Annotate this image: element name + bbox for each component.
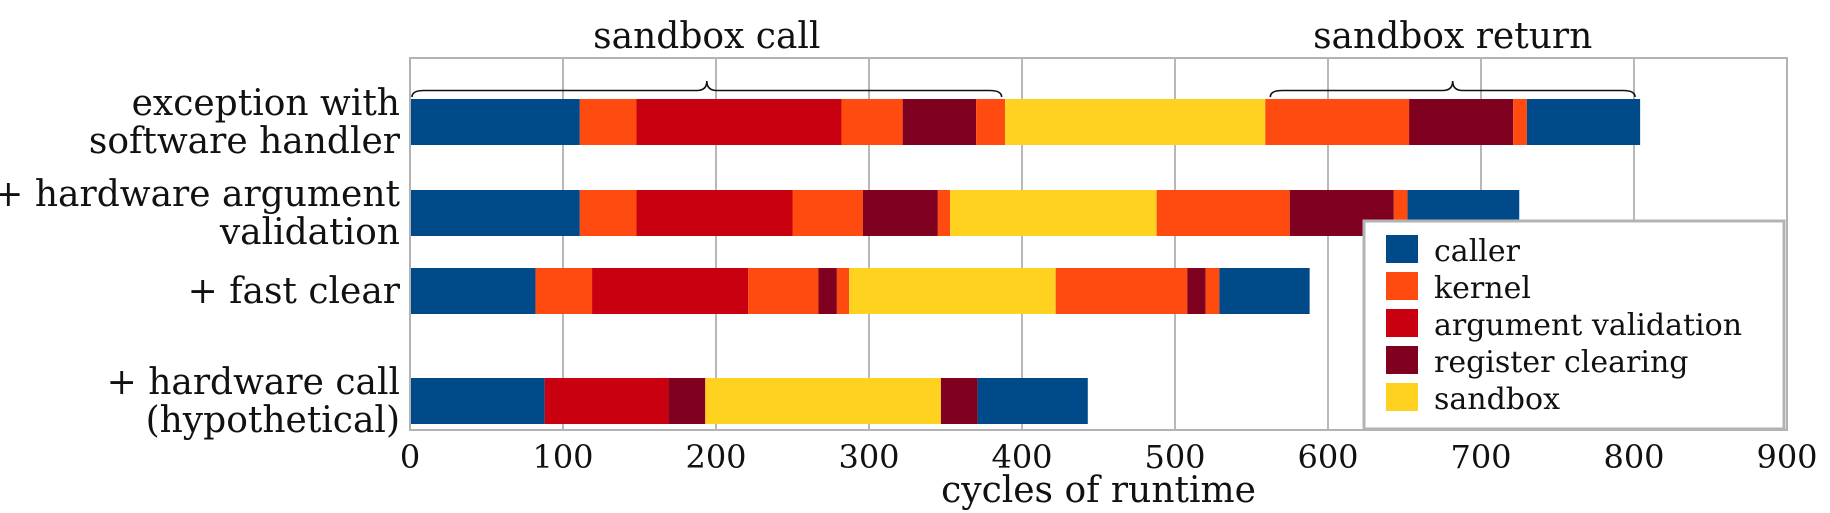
bar-4-segment-2-argument-validation [544, 378, 669, 424]
x-tick-label-300: 300 [838, 438, 899, 476]
bar-1-segment-10-kernel [1513, 99, 1527, 145]
x-tick-label-900: 900 [1756, 438, 1817, 476]
row-label-4-line-2: (hypothetical) [146, 400, 400, 441]
x-tick-label-500: 500 [1144, 438, 1205, 476]
x-tick-label-600: 600 [1297, 438, 1358, 476]
x-tick-label-0: 0 [400, 438, 420, 476]
bar-1-segment-1-caller [410, 99, 580, 145]
legend-box [1362, 219, 1786, 431]
legend-label-argument-validation: argument validation [1434, 308, 1742, 343]
bar-4-segment-1-caller [410, 378, 545, 424]
brace-annotations: sandbox call sandbox return [411, 16, 1636, 98]
bar-layer [410, 99, 1641, 424]
row-label-1-line-1: exception with [132, 83, 400, 124]
x-axis-label: cycles of runtime [941, 470, 1256, 511]
bar-1-segment-7-sandbox [1005, 99, 1266, 145]
row-label-2-line-2: validation [219, 212, 400, 253]
brace-label-sandbox-return: sandbox return [1313, 16, 1592, 57]
bar-3-segment-7-sandbox [849, 268, 1056, 314]
brace-sandbox-return [1269, 80, 1636, 98]
bar-1-segment-6-kernel [976, 99, 1006, 145]
bar-1-segment-8-kernel [1265, 99, 1410, 145]
bar-3-segment-6-kernel [836, 268, 850, 314]
row-label-4-line-1: + hardware call [107, 362, 400, 403]
bar-3-segment-9-register-clearing [1187, 268, 1206, 314]
bar-1-segment-2-kernel [579, 99, 637, 145]
bar-2-segment-4-kernel [792, 190, 863, 236]
x-tick-label-800: 800 [1603, 438, 1664, 476]
legend-label-register-clearing: register clearing [1434, 345, 1688, 380]
bar-1-segment-4-kernel [841, 99, 903, 145]
bar-2-segment-1-caller [410, 190, 580, 236]
bar-3-segment-10-kernel [1205, 268, 1220, 314]
bar-1-segment-9-register-clearing [1409, 99, 1514, 145]
bar-3-segment-1-caller [410, 268, 536, 314]
x-tick-label-100: 100 [532, 438, 593, 476]
x-tick-label-400: 400 [991, 438, 1052, 476]
x-tick-label-200: 200 [685, 438, 746, 476]
bar-2-segment-6-kernel [937, 190, 951, 236]
bar-1-segment-11-caller [1526, 99, 1641, 145]
bar-2-segment-3-argument-validation [636, 190, 793, 236]
bar-3-segment-4-kernel [748, 268, 819, 314]
bar-3-segment-8-kernel [1055, 268, 1188, 314]
x-tick-label-700: 700 [1450, 438, 1511, 476]
bar-2-segment-8-kernel [1156, 190, 1290, 236]
bar-4-segment-6-caller [977, 378, 1088, 424]
legend-label-kernel: kernel [1434, 271, 1531, 306]
bar-3-segment-11-caller [1219, 268, 1310, 314]
x-tick-labels: 0 100 200 300 400 500 600 700 800 900 [400, 438, 1818, 476]
row-label-3-line-1: + fast clear [188, 271, 401, 312]
plot-frame [409, 57, 1788, 431]
row-label-1-line-2: software handler [89, 121, 401, 162]
legend-swatch-register-clearing [1386, 346, 1418, 374]
bar-1-segment-3-argument-validation [636, 99, 842, 145]
bar-3-segment-2-kernel [535, 268, 593, 314]
bar-1-segment-5-register-clearing [902, 99, 977, 145]
legend-swatch-sandbox [1386, 383, 1418, 411]
legend-label-caller: caller [1434, 234, 1521, 269]
bar-2-segment-5-register-clearing [862, 190, 938, 236]
legend-swatch-argument-validation [1386, 309, 1418, 337]
legend-label-sandbox: sandbox [1434, 382, 1560, 417]
bar-4-segment-5-register-clearing [940, 378, 978, 424]
legend-swatch-kernel [1386, 272, 1418, 300]
row-label-2-line-1: + hardware argument [0, 174, 401, 215]
bar-2-segment-7-sandbox [950, 190, 1157, 236]
bar-4-segment-4-sandbox [705, 378, 941, 424]
bar-2-segment-2-kernel [579, 190, 637, 236]
brace-sandbox-call [411, 80, 1003, 98]
brace-label-sandbox-call: sandbox call [593, 16, 820, 57]
bar-4-segment-3-register-clearing [668, 378, 706, 424]
bar-3-segment-3-argument-validation [592, 268, 749, 314]
legend-swatch-caller [1386, 235, 1418, 263]
bar-3-segment-5-register-clearing [818, 268, 837, 314]
